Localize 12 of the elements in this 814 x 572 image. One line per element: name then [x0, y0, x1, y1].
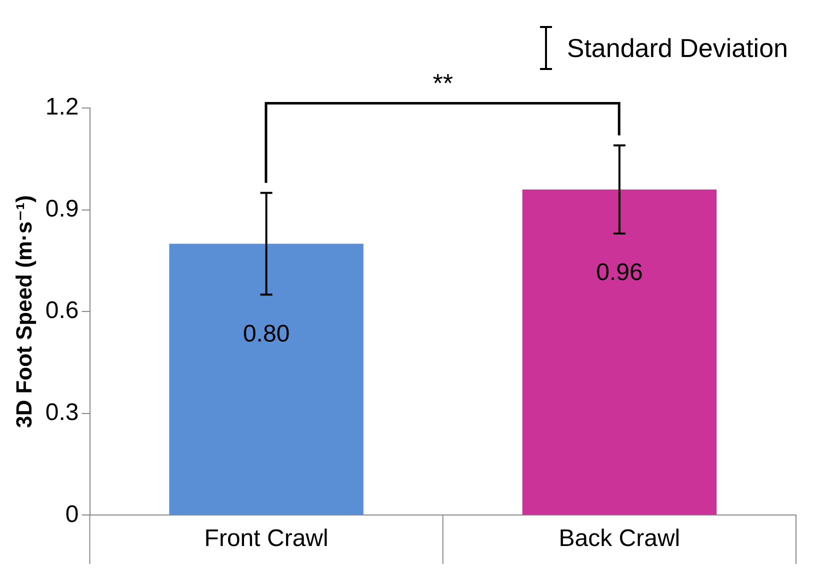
y-tick-label: 0.6: [45, 297, 79, 324]
text: Standard Deviation: [566, 32, 788, 64]
text: **: [432, 68, 454, 99]
y-tick-label: 0.3: [45, 399, 79, 426]
x-tick-label: Front Crawl: [204, 525, 328, 552]
y-tick-label: 0.9: [45, 195, 79, 222]
x-tick-label: Back Crawl: [558, 525, 680, 552]
y-axis-title: 3D Foot Speed (m·s⁻¹): [11, 195, 36, 428]
data-label: 0.96: [596, 259, 643, 286]
data-label: 0.80: [242, 320, 290, 348]
y-tick-label: 1.2: [45, 94, 79, 121]
y-tick-label: 0: [65, 500, 79, 528]
